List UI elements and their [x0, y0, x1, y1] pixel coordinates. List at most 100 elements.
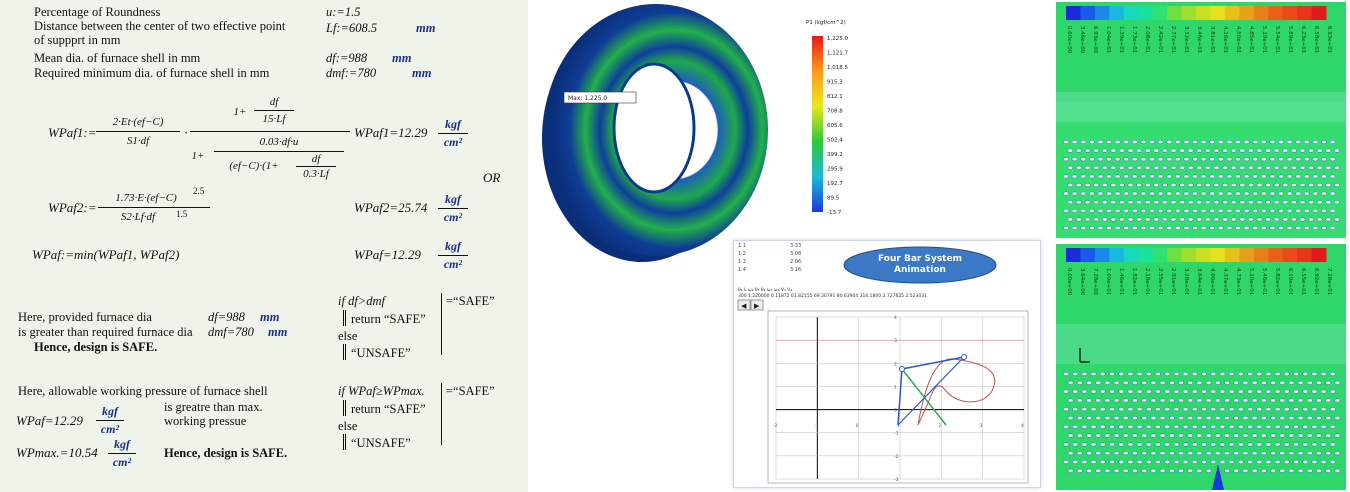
- scale-label-15: 5.46e+01: [1261, 268, 1267, 295]
- tube-dot: [1182, 371, 1189, 377]
- tube-dot: [1127, 165, 1134, 170]
- tube-dot: [1114, 191, 1121, 196]
- cfd-top-scale-labels: 0.00e+00 3.46e+00 6.93e+00 1.04e+01 1.39e+01…: [1066, 26, 1332, 54]
- tube-dot: [1179, 165, 1185, 170]
- tube-dot: [1187, 433, 1194, 438]
- tube-dot: [1248, 165, 1254, 170]
- scale-label-3: 1.04e+01: [1105, 26, 1111, 53]
- tube-dot: [1170, 217, 1177, 222]
- tube-dot: [1101, 217, 1108, 222]
- tube-dot: [1090, 371, 1097, 377]
- tube-dot: [1067, 217, 1074, 222]
- tube-dot: [1063, 389, 1069, 394]
- scale-label-2: 6.93e+00: [1092, 26, 1098, 54]
- dmf-expr: dmf:=780: [326, 66, 377, 80]
- tube-dot: [1325, 200, 1332, 205]
- scale-swatch-13: [1253, 248, 1269, 262]
- tube-dot: [1080, 191, 1087, 196]
- check1-val1: df=988: [208, 310, 245, 324]
- wpaf1-frac-line-main: [190, 131, 350, 132]
- wpaf1-frac-line-b1: [254, 110, 294, 111]
- tube-dot: [1090, 459, 1097, 465]
- tube-dot: [1248, 200, 1254, 205]
- four-bar-svg: 1.1 3.33 1.2 3.08 1.3 2.06 1.4 3.16 Four Bar Sy…: [737, 243, 1029, 484]
- tube-dot: [1095, 398, 1102, 403]
- tube-dot: [1187, 165, 1194, 170]
- tube-dot: [1265, 407, 1272, 412]
- cfd-contour-top: 0.00e+00 3.46e+00 6.93e+00 1.04e+01 1.39e+01…: [1056, 2, 1346, 238]
- tube-dot: [1325, 415, 1332, 421]
- tube-dot: [1213, 148, 1220, 153]
- tube-dot: [1132, 380, 1138, 385]
- tube-dot: [1136, 459, 1143, 465]
- tube-dot: [1183, 139, 1190, 145]
- tube-dot: [1334, 468, 1341, 473]
- scale-label-9: 3.12e+01: [1183, 26, 1189, 53]
- tube-dot: [1237, 407, 1244, 412]
- max-label: Max: 1,225.0: [568, 95, 607, 102]
- tube-dot: [1316, 451, 1322, 456]
- tube-dot: [1155, 389, 1161, 394]
- tube-dot: [1269, 225, 1276, 231]
- tube-dot: [1306, 398, 1313, 403]
- tube-dot: [1316, 200, 1323, 205]
- tube-dot: [1219, 407, 1226, 412]
- scale-label-12: 4.16e+01: [1222, 26, 1228, 53]
- tube-dot: [1293, 459, 1299, 465]
- next-button[interactable]: ▶: [750, 299, 764, 311]
- tube-dot: [1282, 148, 1289, 153]
- tube-dot: [1192, 208, 1198, 213]
- tube-dot: [1166, 191, 1173, 196]
- tube-dot: [1265, 459, 1272, 465]
- tube-dot: [1159, 468, 1166, 473]
- tube-dot: [1295, 191, 1302, 196]
- tube-dot: [1200, 174, 1207, 179]
- tube-dot: [1251, 415, 1258, 421]
- scale-label-11: 3.81e+01: [1209, 26, 1215, 53]
- tube-dot: [1157, 139, 1164, 145]
- tube-dot: [1132, 415, 1138, 421]
- legend-value-11: 89.5: [827, 196, 840, 202]
- tube-dot: [1222, 148, 1228, 153]
- tube-dot: [1071, 208, 1078, 213]
- df-expr: df:=988: [326, 51, 368, 65]
- scale-label-17: 6.19e+01: [1287, 268, 1293, 295]
- scale-swatch-17: [1311, 248, 1327, 262]
- tube-dot: [1248, 148, 1254, 153]
- tube-dot: [1095, 380, 1102, 385]
- tube-dot: [1080, 225, 1087, 231]
- tube-dot: [1067, 200, 1074, 205]
- tube-dot: [1113, 468, 1120, 473]
- tube-dot: [1210, 389, 1217, 394]
- tube-dot: [1196, 200, 1203, 205]
- tube-dot: [1270, 433, 1276, 438]
- check1-line2: is greater than required furnace dia: [18, 325, 193, 339]
- check2-wpaf-unit-num: kgf: [102, 404, 118, 418]
- tube-dot: [1243, 191, 1250, 196]
- cfd-bottom-scale-labels: 0.00e+00 3.64e+00 7.28e+00 1.09e+01 1.46e+01…: [1066, 268, 1332, 296]
- tube-dot: [1235, 225, 1241, 231]
- tube-dot: [1329, 459, 1336, 465]
- tube-dot: [1122, 398, 1129, 403]
- tube-dot: [1076, 165, 1082, 170]
- tube-dot: [1205, 165, 1211, 170]
- tube-dot: [1095, 451, 1102, 456]
- scale-label-10: 3.64e+01: [1196, 268, 1202, 295]
- tube-dot: [1286, 191, 1293, 196]
- tube-dot: [1243, 208, 1250, 213]
- tube-dot: [1243, 139, 1250, 145]
- prev-button[interactable]: ◀: [737, 299, 751, 311]
- y-tick-2: 2: [894, 361, 897, 367]
- tube-dot: [1196, 148, 1203, 153]
- table-cell-b-3: 3.16: [790, 267, 801, 273]
- tube-dot: [1279, 398, 1286, 403]
- scale-swatch-12: [1239, 248, 1255, 262]
- tube-dot: [1205, 200, 1211, 205]
- tube-dot: [1182, 459, 1189, 465]
- tube-dot: [1173, 407, 1180, 412]
- tube-dot: [1209, 157, 1216, 162]
- tube-dot: [1192, 191, 1198, 196]
- check2-wpaf-unit-den: cm²: [100, 422, 120, 436]
- tube-dot: [1226, 174, 1233, 179]
- tube-dot: [1084, 217, 1091, 222]
